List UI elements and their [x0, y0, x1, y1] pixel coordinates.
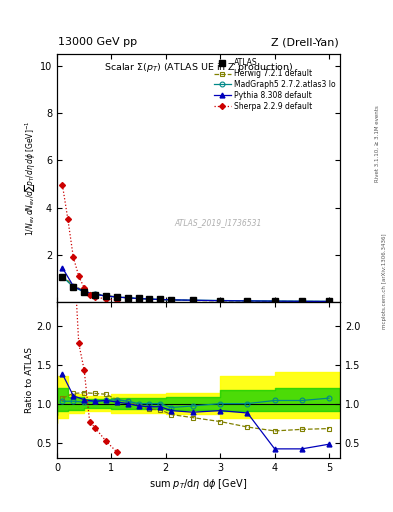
Y-axis label: Ratio to ATLAS: Ratio to ATLAS	[25, 347, 34, 413]
Text: mcplots.cern.ch [arXiv:1306.3436]: mcplots.cern.ch [arXiv:1306.3436]	[382, 234, 387, 329]
Text: Rivet 3.1.10, ≥ 3.1M events: Rivet 3.1.10, ≥ 3.1M events	[375, 105, 380, 182]
Legend: ATLAS, Herwig 7.2.1 default, MadGraph5 2.7.2.atlas3 lo, Pythia 8.308 default, Sh: ATLAS, Herwig 7.2.1 default, MadGraph5 2…	[211, 56, 338, 113]
Text: ATLAS_2019_I1736531: ATLAS_2019_I1736531	[174, 218, 262, 227]
Y-axis label: $1/N_\mathrm{ev}\,dN_\mathrm{ev}/d\!\sum\!p_T/d\eta\,d\phi\;[\mathrm{GeV}]^{-1}$: $1/N_\mathrm{ev}\,dN_\mathrm{ev}/d\!\sum…	[23, 120, 37, 236]
X-axis label: sum $p_T$/d$\eta$ d$\phi$ [GeV]: sum $p_T$/d$\eta$ d$\phi$ [GeV]	[149, 477, 248, 492]
Text: 13000 GeV pp: 13000 GeV pp	[58, 37, 137, 47]
Text: Z (Drell-Yan): Z (Drell-Yan)	[272, 37, 339, 47]
Text: Scalar $\Sigma(p_T)$ (ATLAS UE in Z production): Scalar $\Sigma(p_T)$ (ATLAS UE in Z prod…	[104, 61, 293, 74]
